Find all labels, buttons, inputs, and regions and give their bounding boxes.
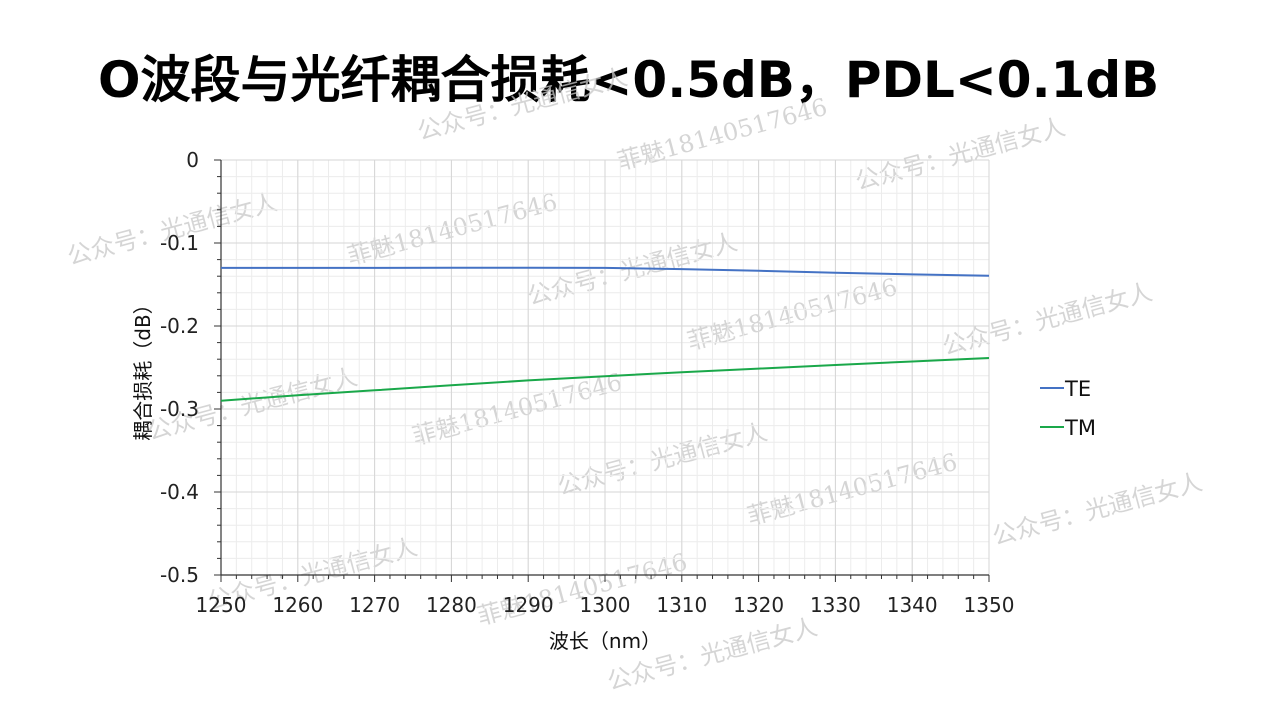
watermark-text: 公众号：光通信女人 xyxy=(414,63,630,146)
y-tick-label: -0.4 xyxy=(160,480,199,504)
series-line-te xyxy=(221,266,990,277)
x-tick-label: 1280 xyxy=(426,593,477,617)
watermark-text: 公众号：光通信女人 xyxy=(852,113,1068,196)
slide-title: O波段与光纤耦合损耗<0.5dB，PDL<0.1dB xyxy=(98,51,1160,109)
x-tick-label: 1350 xyxy=(964,593,1015,617)
chart-grid xyxy=(220,159,990,576)
watermark-text: 公众号：光通信女人 xyxy=(989,468,1205,551)
y-tick-label: -0.1 xyxy=(160,231,199,255)
watermark-text: 公众号：光通信女人 xyxy=(604,613,820,696)
y-tick-label: 0 xyxy=(186,148,199,172)
watermark-text: 公众号：光通信女人 xyxy=(554,418,770,501)
x-axis-title: 波长（nm） xyxy=(549,629,661,653)
chart-legend: TE TM xyxy=(1040,377,1096,440)
y-tick-label: -0.3 xyxy=(160,397,199,421)
chart-labels: 1250 1260 1270 1280 1290 1300 1310 1320 1330 1340… xyxy=(131,148,1014,653)
x-tick-label: 1270 xyxy=(349,593,400,617)
watermark-text: 公众号：光通信女人 xyxy=(64,188,280,271)
x-tick-label: 1260 xyxy=(272,593,323,617)
legend-label-te: TE xyxy=(1064,377,1091,401)
watermark-text: 菲魅18140517646 xyxy=(474,548,690,631)
x-tick-label: 1340 xyxy=(887,593,938,617)
chart-series xyxy=(220,266,990,402)
watermark-text: 公众号：光通信女人 xyxy=(939,278,1155,361)
series-line-tm xyxy=(220,357,990,402)
x-tick-label: 1330 xyxy=(810,593,861,617)
x-tick-label: 1290 xyxy=(503,593,554,617)
y-tick-label: -0.5 xyxy=(160,563,199,587)
legend-label-tm: TM xyxy=(1064,416,1096,440)
y-tick-label: -0.2 xyxy=(160,314,199,338)
x-tick-label: 1250 xyxy=(196,593,247,617)
chart-axes xyxy=(214,159,990,582)
x-tick-label: 1310 xyxy=(656,593,707,617)
watermark-text: 菲魅18140517646 xyxy=(684,273,900,356)
x-tick-label: 1300 xyxy=(580,593,631,617)
x-tick-label: 1320 xyxy=(733,593,784,617)
y-axis-title: 耦合损耗（dB） xyxy=(131,294,155,440)
watermark-text: 菲魅18140517646 xyxy=(614,93,830,176)
